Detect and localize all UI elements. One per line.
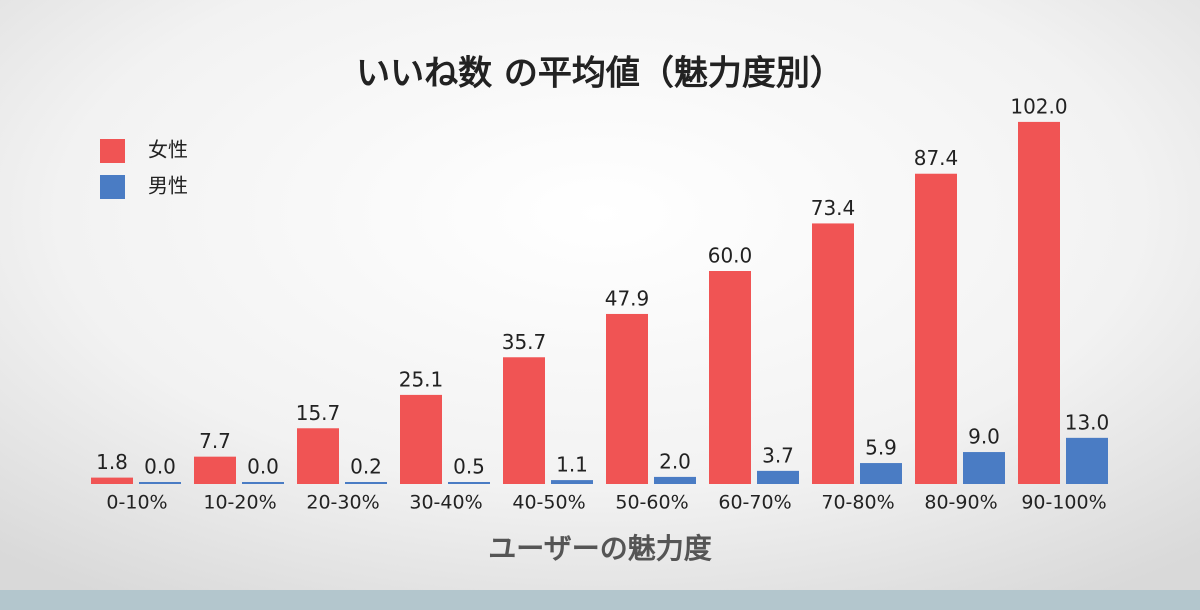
data-label: 0.2 bbox=[350, 455, 382, 479]
legend-label: 男性 bbox=[148, 174, 188, 198]
bar bbox=[812, 223, 854, 484]
x-tick-label: 80-90% bbox=[924, 492, 997, 514]
data-label: 13.0 bbox=[1065, 410, 1110, 434]
x-tick-label: 20-30% bbox=[306, 492, 379, 514]
bar bbox=[606, 313, 648, 484]
x-tick-label: 70-80% bbox=[821, 492, 894, 514]
data-label: 0.5 bbox=[453, 455, 485, 479]
chart-title: いいね数 の平均値（魅力度別） bbox=[356, 54, 844, 94]
data-label: 1.1 bbox=[556, 453, 588, 477]
legend-swatch bbox=[100, 175, 125, 199]
bar bbox=[709, 271, 751, 484]
data-label: 25.1 bbox=[399, 367, 444, 391]
data-label: 102.0 bbox=[1010, 94, 1067, 118]
legend-label: 女性 bbox=[148, 138, 188, 162]
data-label: 5.9 bbox=[865, 436, 897, 460]
x-axis-title: ユーザーの魅力度 bbox=[488, 532, 711, 565]
bar bbox=[448, 482, 490, 484]
bar bbox=[1018, 121, 1060, 485]
data-label: 2.0 bbox=[659, 449, 691, 473]
x-tick-label: 60-70% bbox=[718, 492, 791, 514]
bar bbox=[345, 482, 387, 484]
bar bbox=[963, 452, 1005, 484]
data-label: 73.4 bbox=[811, 196, 856, 220]
legend-swatch bbox=[100, 139, 125, 163]
bottom-strip bbox=[0, 590, 1200, 610]
bar bbox=[194, 456, 236, 484]
bar bbox=[400, 394, 442, 484]
data-label: 3.7 bbox=[762, 443, 794, 467]
data-label: 0.0 bbox=[247, 455, 279, 479]
data-label: 35.7 bbox=[502, 330, 547, 354]
data-label: 0.0 bbox=[144, 455, 176, 479]
data-label: 60.0 bbox=[708, 244, 753, 268]
data-label: 87.4 bbox=[914, 146, 959, 170]
bar bbox=[551, 480, 593, 484]
data-label: 1.8 bbox=[96, 450, 128, 474]
x-tick-label: 30-40% bbox=[409, 492, 482, 514]
bar bbox=[139, 482, 181, 484]
bar bbox=[1066, 437, 1108, 484]
bar bbox=[757, 470, 799, 484]
bar bbox=[242, 482, 284, 484]
x-tick-label: 90-100% bbox=[1021, 492, 1106, 514]
data-label: 7.7 bbox=[199, 429, 231, 453]
data-label: 47.9 bbox=[605, 286, 650, 310]
x-tick-label: 10-20% bbox=[203, 492, 276, 514]
bar bbox=[915, 173, 957, 485]
x-tick-label: 40-50% bbox=[512, 492, 585, 514]
bar bbox=[91, 477, 133, 484]
bar bbox=[503, 357, 545, 484]
bar bbox=[860, 463, 902, 484]
bar bbox=[654, 476, 696, 484]
x-tick-label: 50-60% bbox=[615, 492, 688, 514]
x-tick-label: 0-10% bbox=[106, 492, 167, 514]
bar bbox=[297, 428, 339, 484]
data-label: 9.0 bbox=[968, 425, 1000, 449]
data-label: 15.7 bbox=[296, 401, 341, 425]
